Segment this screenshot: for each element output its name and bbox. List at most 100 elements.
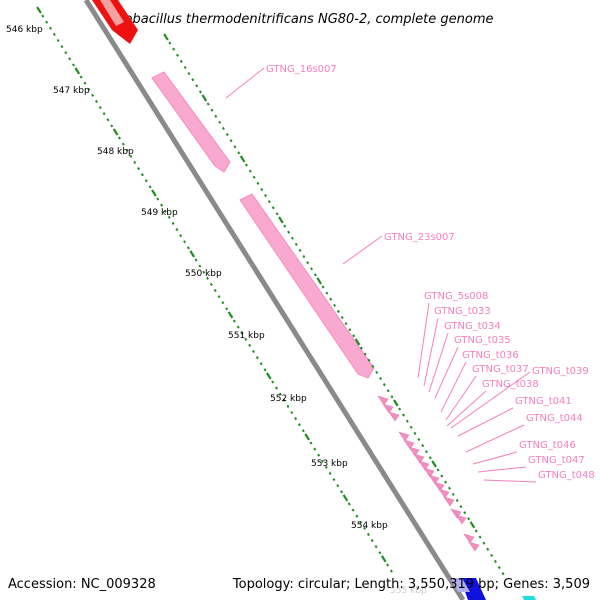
scale-tick [190, 251, 194, 257]
scale-tick [73, 64, 74, 66]
scale-tick [138, 168, 139, 170]
scale-tick [432, 461, 436, 467]
leader-line [424, 318, 438, 386]
scale-tick [314, 448, 315, 450]
scale-tick [257, 182, 258, 184]
gene-label[interactable]: GTNG_t035 [454, 335, 511, 346]
cds-cyan-feature[interactable] [522, 596, 536, 600]
gene-label[interactable]: GTNG_t041 [515, 396, 572, 407]
scale-tick [353, 335, 354, 337]
scale-tick [218, 296, 219, 298]
scale-tick [356, 515, 357, 517]
scale-tick [195, 259, 196, 261]
scale-tick [502, 573, 503, 575]
scale-tick [372, 540, 373, 542]
scale-tick [188, 247, 189, 249]
scale-tick [230, 140, 231, 142]
scale-tick [495, 560, 496, 562]
scale-tick [184, 241, 185, 243]
gene-label[interactable]: GTNG_t048 [538, 470, 595, 481]
scale-tick [391, 396, 392, 398]
scale-tick [103, 113, 104, 115]
scale-tick [265, 195, 266, 197]
scale-tick [337, 485, 338, 487]
scale-tick [303, 256, 304, 258]
scale-tick [361, 347, 362, 349]
scale-labels: 546 kbp 547 kbp 548 kbp 549 kbp 550 kbp … [6, 25, 427, 596]
scale-tick [437, 469, 438, 471]
scale-tick [152, 190, 156, 196]
scale-tick [418, 438, 419, 440]
scale-tick [185, 66, 186, 68]
scale-tick [310, 442, 311, 444]
scale-tick [215, 115, 216, 117]
gene-label[interactable]: GTNG_5s008 [424, 291, 488, 302]
leader-line [343, 236, 382, 264]
scale-tick [279, 217, 283, 223]
scale-tick [180, 235, 181, 237]
scale-tick [272, 381, 273, 383]
scale-tick [161, 204, 162, 206]
scale-tick [241, 156, 245, 162]
gene-label[interactable]: GTNG_t036 [462, 350, 519, 361]
scale-tick [181, 60, 182, 62]
scale-tick [200, 91, 201, 93]
trna-feature [429, 475, 439, 484]
gene-label[interactable]: GTNG_t037 [472, 364, 529, 375]
gene-label[interactable]: GTNG_t047 [528, 455, 585, 466]
scale-tick [227, 134, 228, 136]
scale-tick [211, 283, 212, 285]
scale-tick [479, 536, 480, 538]
genome-summary-text: Topology: circular; Length: 3,550,319 bp… [233, 577, 590, 592]
leader-line [478, 467, 526, 472]
scale-tick [164, 34, 168, 40]
gene-label[interactable]: GTNG_t046 [519, 440, 576, 451]
scale-tick [499, 567, 500, 569]
scale-tick [411, 426, 412, 428]
gene-label[interactable]: GTNG_t033 [434, 306, 491, 317]
genome-map: Geobacillus thermodenitrificans NG80-2, … [0, 0, 600, 600]
scale-tick [111, 125, 112, 127]
gene-label[interactable]: GTNG_23s007 [384, 232, 455, 243]
leader-line [458, 408, 513, 436]
scale-tick [414, 432, 415, 434]
scale-tick [192, 79, 193, 81]
scale-tick [276, 213, 277, 215]
scale-tick [69, 58, 70, 60]
scale-tick [58, 39, 59, 41]
scale-tick [430, 457, 431, 459]
genome-backbone [86, 0, 463, 600]
leader-line [484, 480, 536, 482]
scale-tick [426, 451, 427, 453]
scale-tick [222, 302, 223, 304]
scale-tick [388, 390, 389, 392]
scale-tick [123, 143, 124, 145]
leader-line [447, 391, 486, 426]
scale-tick [114, 129, 118, 135]
gene-label[interactable]: GTNG_t038 [482, 379, 539, 390]
gene-label[interactable]: GTNG_16s007 [266, 64, 337, 75]
scale-tick [460, 506, 461, 508]
scale-tick [384, 384, 385, 386]
scale-tick [449, 487, 450, 489]
scale-tick [352, 509, 353, 511]
scale-tick [172, 222, 173, 224]
leader-line [441, 362, 466, 412]
gene-label[interactable]: GTNG_t044 [526, 413, 583, 424]
scale-tick [318, 454, 319, 456]
scale-tick [471, 522, 475, 528]
trna-feature [464, 534, 474, 543]
scale-tick [441, 475, 442, 477]
leader-line [466, 425, 524, 452]
scale-tick [223, 127, 224, 129]
scale-tick [334, 304, 335, 306]
gene-label[interactable]: GTNG_t034 [444, 321, 501, 332]
trna-feature [404, 440, 414, 449]
scale-tick [380, 377, 381, 379]
scale-tick [491, 554, 492, 556]
scale-tick [199, 265, 200, 267]
scale-tick [487, 548, 488, 550]
scale-tick [264, 369, 265, 371]
gene-label[interactable]: GTNG_t039 [532, 366, 589, 377]
scale-tick [37, 7, 41, 13]
